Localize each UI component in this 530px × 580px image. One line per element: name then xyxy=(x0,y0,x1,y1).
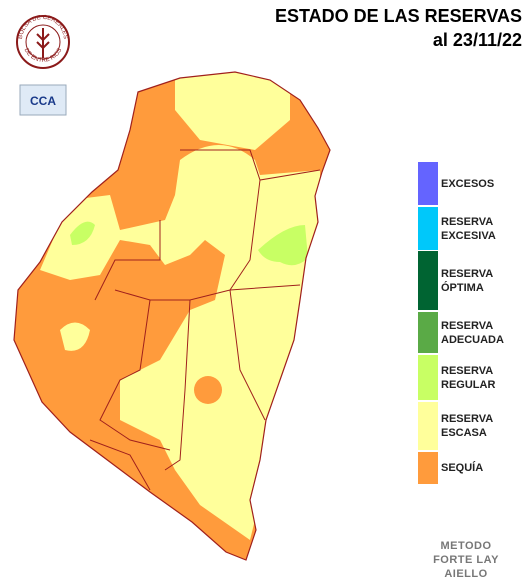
date: al 23/11/22 xyxy=(432,30,522,50)
legend-label: RESERVA REGULAR xyxy=(441,364,496,391)
method-line: FORTE LAY xyxy=(433,554,499,566)
legend-swatch xyxy=(418,162,438,205)
legend-item: RESERVA EXCESIVA xyxy=(418,207,530,250)
logo: BOLSA DE CEREALES DE ENTRE RIOS CCA xyxy=(16,15,70,116)
badge-text: CCA xyxy=(30,94,56,108)
legend-swatch xyxy=(418,207,438,250)
legend-item: RESERVA ÓPTIMA xyxy=(418,251,530,310)
regions xyxy=(14,72,330,560)
legend-swatch xyxy=(418,452,438,484)
legend-label: RESERVA EXCESIVA xyxy=(441,215,496,242)
legend-item: RESERVA ADECUADA xyxy=(418,312,530,353)
legend-item: RESERVA ESCASA xyxy=(418,402,530,450)
title: ESTADO DE LAS RESERVAS xyxy=(274,6,522,26)
legend-label: SEQUÍA xyxy=(441,462,484,474)
badge xyxy=(19,84,67,116)
legend-label: RESERVA ESCASA xyxy=(441,413,493,439)
legend-label: RESERVA ÓPTIMA xyxy=(441,267,493,294)
legend-item: EXCESOS xyxy=(418,162,530,205)
legend-label: EXCESOS xyxy=(441,177,495,190)
legend-swatch xyxy=(418,251,438,310)
legend-swatch xyxy=(418,355,438,400)
legend-item: RESERVA REGULAR xyxy=(418,355,530,400)
legend-item: SEQUÍA xyxy=(418,452,530,484)
legend-swatch xyxy=(418,312,438,353)
method-line: METODO xyxy=(440,540,492,552)
legend-swatch xyxy=(418,402,438,450)
method-line: AIELLO xyxy=(444,568,488,580)
legend-label: RESERVA ADECUADA xyxy=(441,319,504,346)
